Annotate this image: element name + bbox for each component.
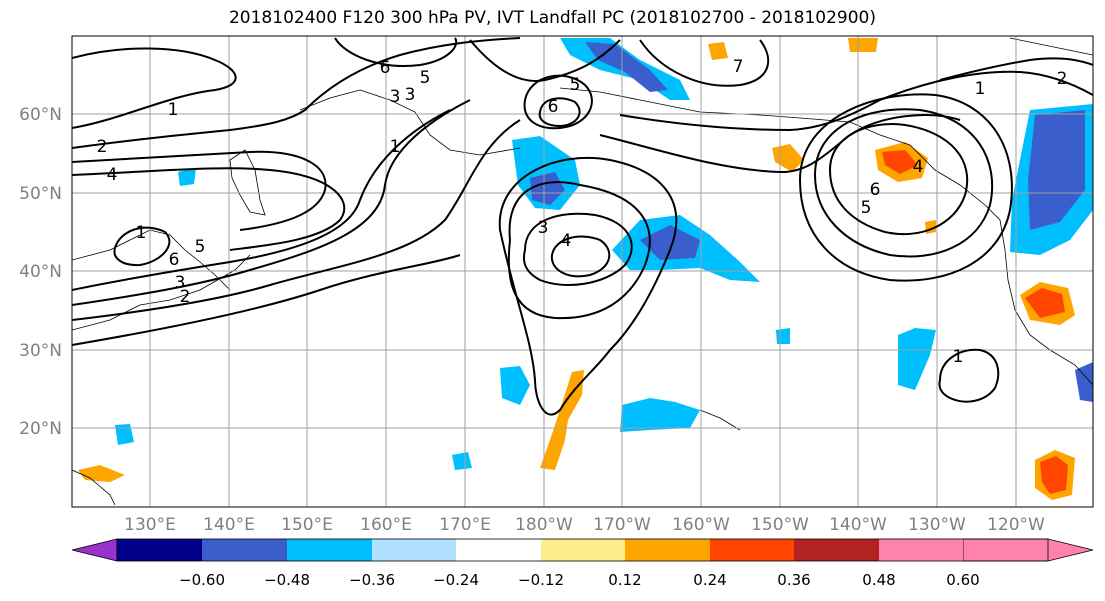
contour-label: 5 <box>420 68 431 88</box>
lon-tick-label: 170°E <box>439 515 491 535</box>
colorbar-tick-label: 0.24 <box>693 571 726 589</box>
negative-anomaly <box>620 398 700 432</box>
gridlines <box>72 36 1093 507</box>
positive-anomaly <box>1040 456 1068 494</box>
contour-label: 1 <box>390 137 401 157</box>
negative-anomaly <box>1028 110 1085 230</box>
positive-anomaly <box>882 150 918 174</box>
contour-label: 6 <box>548 97 559 117</box>
lat-tick-label: 20°N <box>19 419 62 439</box>
lon-tick-label: 150°E <box>281 515 333 535</box>
contour-label: 2 <box>97 137 108 157</box>
contour-label: 3 <box>405 85 416 105</box>
colorbar-extend-low <box>71 538 118 562</box>
plot-area: 1 2 4 1 6 5 3 3 1 2 3 6 5 6 5 3 4 1 7 2 … <box>72 36 1093 507</box>
lat-tick-label: 50°N <box>19 184 62 204</box>
lat-tick-label: 40°N <box>19 262 62 282</box>
colorbar-tick-label: −0.36 <box>349 571 395 589</box>
contour-label: 6 <box>870 180 881 200</box>
colorbar-segment <box>710 539 794 561</box>
lon-tick-label: 160°W <box>672 515 730 535</box>
negative-anomaly <box>178 168 196 186</box>
lon-tick-label: 130°E <box>124 515 176 535</box>
colorbar-tick-label: −0.12 <box>518 571 564 589</box>
contour-label: 5 <box>861 198 872 218</box>
contour-label: 4 <box>561 231 572 251</box>
lon-tick-label: 120°W <box>987 515 1045 535</box>
contour-label: 2 <box>180 287 191 307</box>
colorbar-segment <box>202 539 287 561</box>
negative-anomaly <box>585 42 668 92</box>
map-title: 2018102400 F120 300 hPa PV, IVT Landfall… <box>228 8 876 28</box>
colorbar-segment <box>625 539 710 561</box>
contour-label: 1 <box>953 347 964 367</box>
colorbar-segment <box>879 539 963 561</box>
contour-label: 3 <box>538 218 549 238</box>
contour-label: 2 <box>1057 69 1068 89</box>
colorbar-segment <box>287 539 372 561</box>
lon-tick-label: 160°E <box>360 515 412 535</box>
negative-anomaly <box>1075 362 1093 402</box>
negative-anomaly <box>500 366 530 405</box>
negative-anomaly <box>776 328 790 344</box>
colorbar-tick-label: 0.12 <box>608 571 641 589</box>
map-frame <box>71 35 1094 508</box>
lon-tick-label: 140°E <box>203 515 255 535</box>
contour-label: 7 <box>733 57 744 77</box>
lon-tick-label: 180°W <box>515 515 573 535</box>
contour-label: 6 <box>169 250 180 270</box>
pv-contours <box>72 37 1093 416</box>
contour-label: 1 <box>975 79 986 99</box>
contour-label: 6 <box>380 58 391 78</box>
contour-label: 3 <box>175 273 186 293</box>
positive-anomaly <box>1025 288 1065 318</box>
positive-anomaly <box>540 370 584 470</box>
colorbar-segment <box>456 539 541 561</box>
positive-anomaly <box>848 38 878 52</box>
colorbar-segment <box>372 539 456 561</box>
contour-labels: 1 2 4 1 6 5 3 3 1 2 3 6 5 6 5 3 4 1 7 2 … <box>97 57 1068 367</box>
contour-label: 4 <box>913 157 924 177</box>
negative-anomaly <box>640 225 700 260</box>
contour-label: 5 <box>195 237 206 257</box>
colorbar: −0.60 −0.48 −0.36 −0.24 −0.12 0.12 0.24 … <box>71 538 1094 589</box>
lon-tick-label: 150°W <box>751 515 809 535</box>
coastlines <box>72 37 1093 506</box>
contour-label: 3 <box>390 87 401 107</box>
contour-label: 1 <box>136 223 147 243</box>
contour-label: 1 <box>168 100 179 120</box>
negative-anomaly <box>452 452 472 470</box>
colorbar-segment <box>117 539 202 561</box>
lat-tick-label: 30°N <box>19 341 62 361</box>
positive-anomaly <box>708 42 728 60</box>
negative-anomaly <box>898 328 936 390</box>
colorbar-tick-label: 0.60 <box>946 571 979 589</box>
colorbar-tick-label: 0.36 <box>777 571 810 589</box>
colorbar-tick-label: −0.24 <box>433 571 479 589</box>
colorbar-extend-high <box>962 538 1094 562</box>
lon-tick-label: 170°W <box>593 515 651 535</box>
colorbar-tick-label: −0.48 <box>264 571 310 589</box>
colorbar-segment <box>794 539 879 561</box>
negative-anomaly <box>530 172 565 205</box>
colorbar-segment <box>541 539 625 561</box>
colorbar-tick-label: 0.48 <box>862 571 895 589</box>
lon-tick-label: 130°W <box>908 515 966 535</box>
lon-tick-label: 140°W <box>829 515 887 535</box>
shaded-field <box>78 38 1093 500</box>
contour-label: 4 <box>107 165 118 185</box>
contour-label: 5 <box>570 75 581 95</box>
lat-tick-label: 60°N <box>19 105 62 125</box>
lat-labels: 20°N 30°N 40°N 50°N 60°N <box>19 105 62 439</box>
negative-anomaly <box>115 424 134 445</box>
colorbar-ticks: −0.60 −0.48 −0.36 −0.24 −0.12 0.12 0.24 … <box>179 571 980 589</box>
lon-labels: 130°E 140°E 150°E 160°E 170°E 180°W 170°… <box>124 515 1045 535</box>
colorbar-tick-label: −0.60 <box>179 571 225 589</box>
